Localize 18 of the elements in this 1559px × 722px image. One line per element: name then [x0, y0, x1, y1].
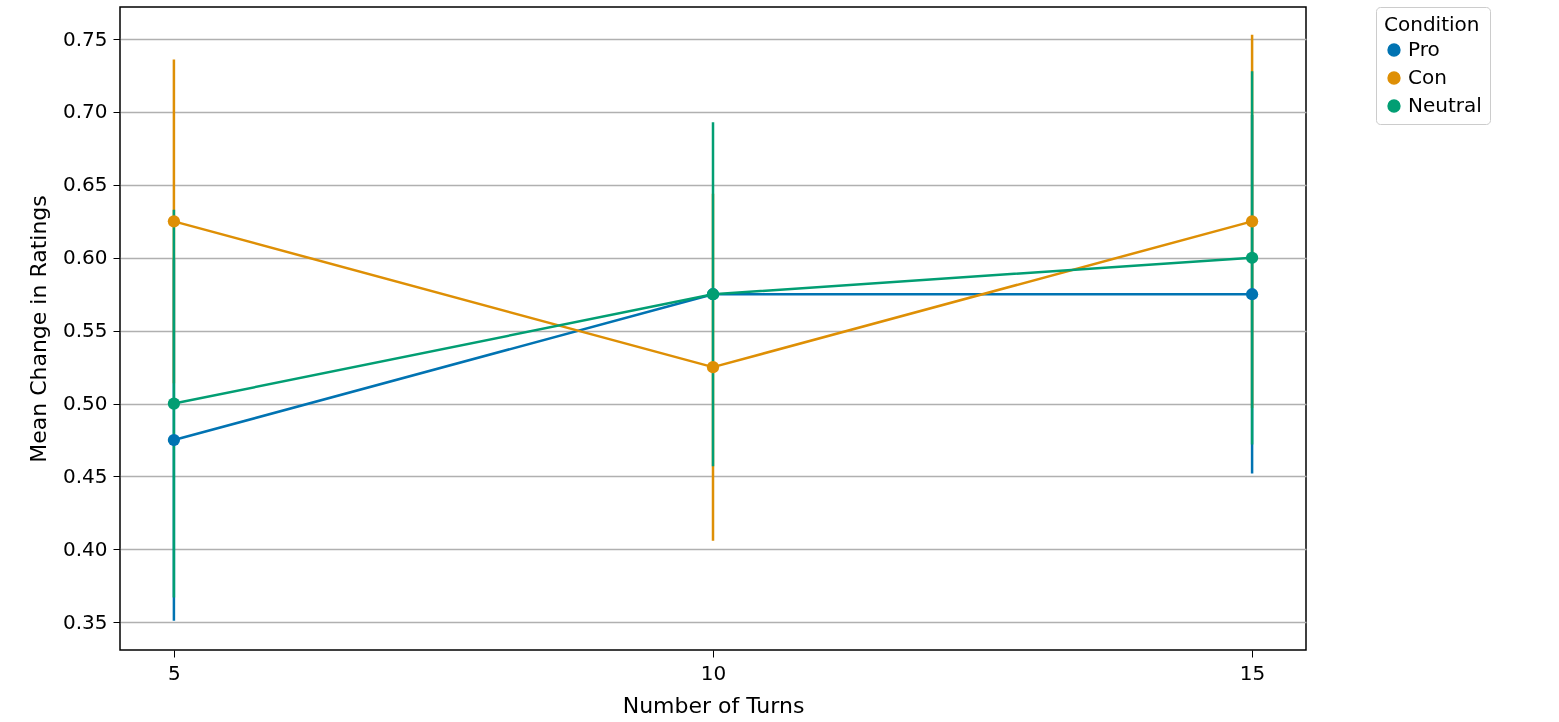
legend-label: Con — [1408, 65, 1447, 89]
y-tick-label: 0.55 — [62, 318, 108, 343]
x-tick-label: 15 — [1239, 660, 1266, 685]
x-axis-title: Number of Turns — [622, 692, 805, 718]
legend-title: Condition — [1384, 12, 1480, 36]
y-axis-title: Mean Change in Ratings — [25, 195, 51, 463]
y-tick-label: 0.35 — [62, 609, 108, 634]
legend-label: Neutral — [1408, 93, 1482, 117]
y-tick-label: 0.45 — [62, 463, 108, 488]
y-tick-label: 0.75 — [62, 26, 108, 51]
legend-label: Pro — [1408, 37, 1440, 61]
y-tick-label: 0.50 — [62, 391, 108, 416]
y-tick-label: 0.65 — [62, 172, 108, 197]
y-tick-label: 0.70 — [62, 99, 108, 124]
y-tick-label: 0.60 — [62, 245, 108, 270]
y-tick-label: 0.40 — [62, 536, 108, 561]
x-tick-label: 10 — [700, 660, 727, 685]
x-tick-label: 5 — [168, 660, 181, 685]
